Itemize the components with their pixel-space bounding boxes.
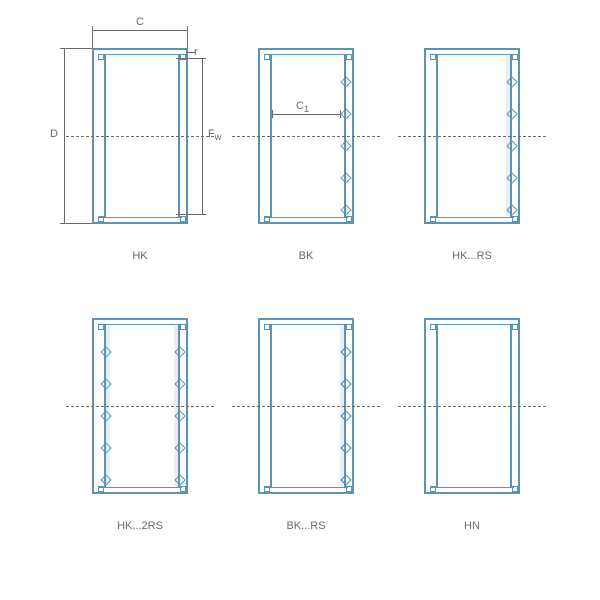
centerline — [232, 406, 380, 407]
label-HN: HN — [422, 520, 522, 532]
label-BK: BK — [256, 250, 356, 262]
label-HK: HK — [90, 250, 190, 262]
label-BK...RS: BK...RS — [256, 520, 356, 532]
diagram-canvas: HKCDrFwBKC1HK...RSHK...2RSBK...RSHN — [0, 0, 600, 600]
centerline — [66, 136, 214, 137]
centerline — [232, 136, 380, 137]
centerline — [398, 136, 546, 137]
label-HK...RS: HK...RS — [422, 250, 522, 262]
dim-D: D — [50, 128, 58, 140]
centerline — [398, 406, 546, 407]
dim-C1: C1 — [296, 100, 309, 114]
centerline — [66, 406, 214, 407]
dim-Fw: Fw — [208, 128, 221, 142]
label-HK...2RS: HK...2RS — [90, 520, 190, 532]
dim-C: C — [136, 16, 144, 28]
